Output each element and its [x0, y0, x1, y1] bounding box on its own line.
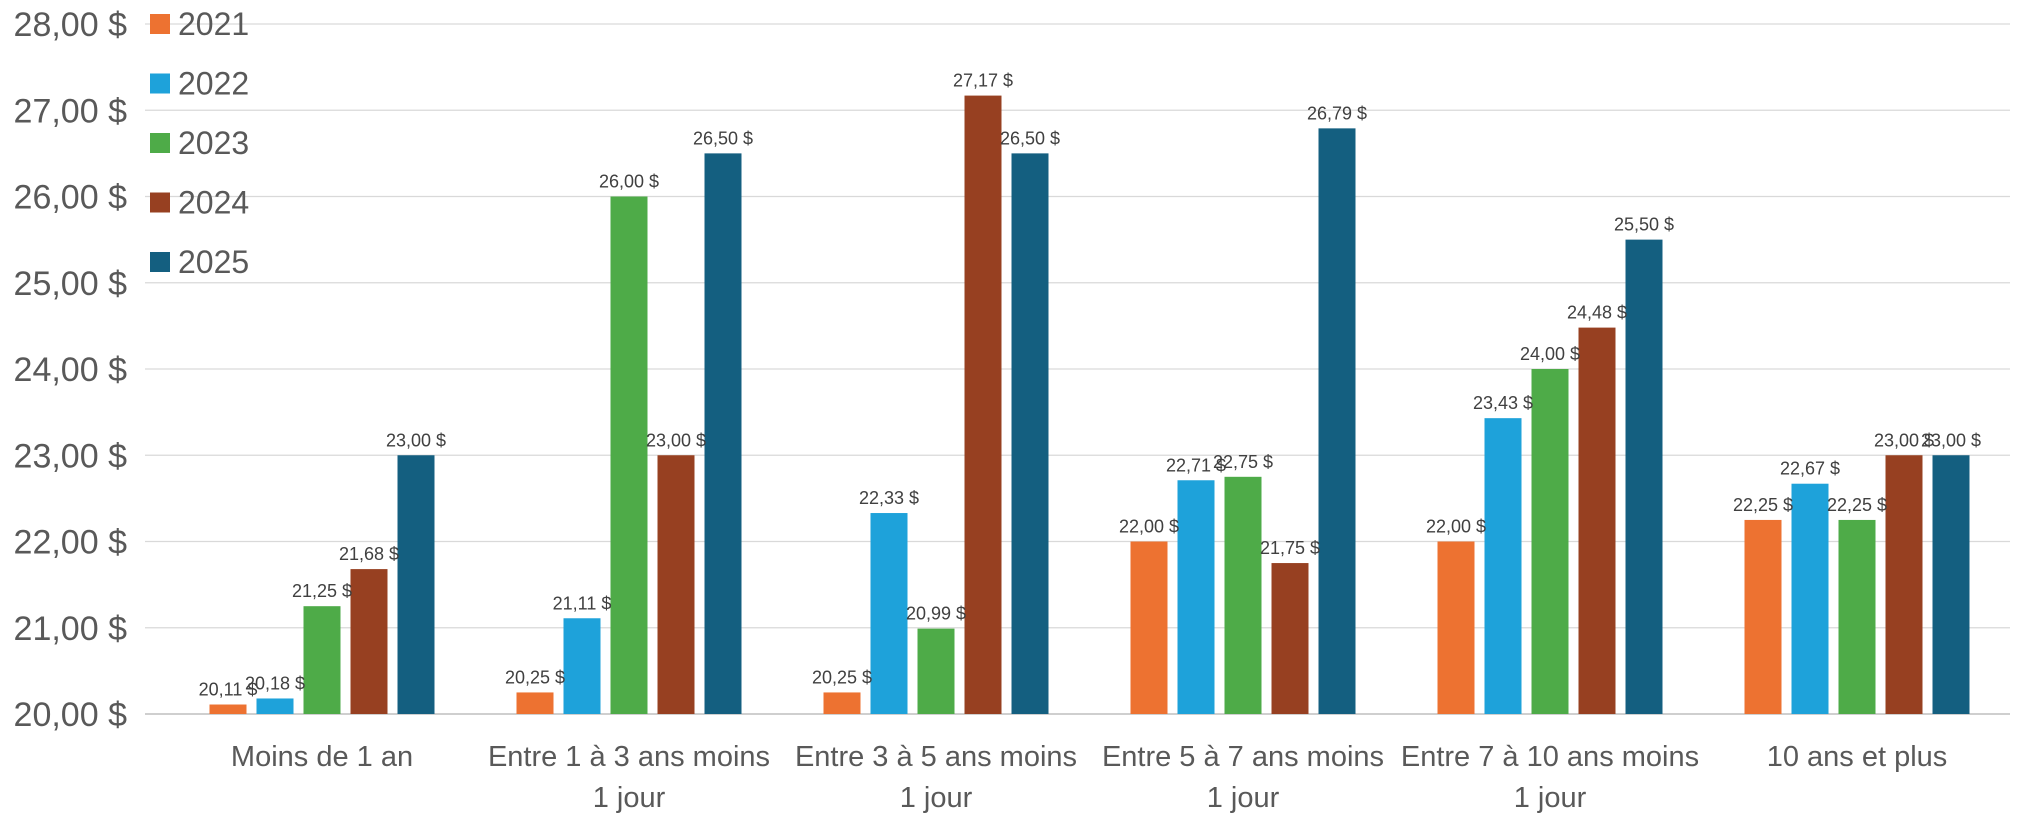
bar-2021-3 — [1130, 541, 1168, 714]
legend-label-2023: 2023 — [178, 125, 249, 161]
y-tick-label: 27,00 $ — [14, 92, 128, 130]
data-label: 23,43 $ — [1473, 393, 1533, 413]
bar-2025-5 — [1932, 455, 1970, 714]
data-label: 21,25 $ — [292, 581, 352, 601]
y-tick-label: 20,00 $ — [14, 696, 128, 734]
bar-2021-5 — [1744, 519, 1782, 714]
data-label: 23,00 $ — [1921, 430, 1981, 450]
data-label: 20,25 $ — [812, 667, 872, 687]
legend-swatch-2022 — [150, 73, 170, 94]
x-axis-category-labels: Moins de 1 an Entre 1 à 3 ans moins 1 jour… — [231, 741, 1947, 814]
data-label: 20,99 $ — [906, 604, 966, 624]
x-category-label: Entre 5 à 7 ans moins — [1102, 741, 1384, 773]
bar-2025-2 — [1011, 153, 1049, 714]
bar-2022-0 — [256, 698, 294, 714]
bar-2022-2 — [870, 513, 908, 714]
bar-2024-3 — [1271, 563, 1309, 714]
bar-2024-0 — [350, 569, 388, 714]
bar-2023-4 — [1531, 369, 1569, 714]
bar-2023-2 — [917, 628, 955, 714]
bar-2021-2 — [823, 692, 861, 714]
x-category-label: 10 ans et plus — [1767, 741, 1948, 773]
x-category-label: Entre 7 à 10 ans moins — [1401, 741, 1699, 773]
legend-swatch-2023 — [150, 133, 170, 153]
data-label: 22,00 $ — [1119, 517, 1179, 537]
x-category-label: 1 jour — [593, 782, 666, 814]
data-label: 22,00 $ — [1426, 517, 1486, 537]
x-category-label: Entre 1 à 3 ans moins — [488, 741, 770, 773]
data-label: 23,00 $ — [646, 430, 706, 450]
legend-swatch-2024 — [150, 192, 170, 213]
x-category-label: 1 jour — [1514, 782, 1587, 814]
legend-label-2022: 2022 — [178, 66, 249, 102]
data-label: 24,48 $ — [1567, 303, 1627, 323]
data-label: 22,75 $ — [1213, 452, 1273, 472]
data-label: 21,75 $ — [1260, 538, 1320, 558]
data-label: 20,18 $ — [245, 673, 305, 693]
y-tick-label: 24,00 $ — [14, 351, 128, 389]
data-labels: 20,11 $ 20,25 $ 20,25 $ 22,00 $ 22,00 $ 22,25… — [199, 71, 1981, 700]
bars — [209, 95, 1970, 715]
bar-2021-1 — [516, 692, 554, 714]
y-axis-tick-labels: 20,00 $ 21,00 $ 22,00 $ 23,00 $ 24,00 $ 25,00… — [14, 6, 128, 734]
bar-2024-5 — [1885, 455, 1923, 714]
bar-2024-4 — [1578, 327, 1616, 714]
bar-2022-5 — [1791, 483, 1829, 714]
x-category-label: Entre 3 à 5 ans moins — [795, 741, 1077, 773]
legend-label-2025: 2025 — [178, 244, 249, 280]
y-tick-label: 23,00 $ — [14, 437, 128, 475]
data-label: 26,79 $ — [1307, 103, 1367, 123]
y-tick-label: 26,00 $ — [14, 179, 128, 217]
bar-2024-2 — [964, 95, 1002, 714]
bar-2022-4 — [1484, 418, 1522, 714]
data-label: 22,25 $ — [1827, 495, 1887, 515]
data-label: 21,68 $ — [339, 544, 399, 564]
data-label: 26,50 $ — [693, 128, 753, 148]
data-label: 20,11 $ — [199, 680, 258, 700]
bar-2022-3 — [1177, 480, 1215, 714]
bar-2023-0 — [303, 606, 341, 714]
x-category-label: 1 jour — [900, 782, 973, 814]
bar-2025-1 — [704, 153, 742, 714]
y-tick-label: 28,00 $ — [14, 6, 128, 44]
data-label: 23,00 $ — [1874, 430, 1934, 450]
data-label: 22,71 $ — [1166, 455, 1226, 475]
y-tick-label: 25,00 $ — [14, 265, 128, 303]
data-label: 22,67 $ — [1780, 459, 1840, 479]
data-label: 22,33 $ — [859, 488, 919, 508]
legend-label-2024: 2024 — [178, 185, 249, 221]
data-label: 23,00 $ — [386, 430, 446, 450]
bar-2025-3 — [1318, 128, 1356, 715]
data-label: 26,50 $ — [1000, 128, 1060, 148]
data-label: 20,25 $ — [505, 667, 565, 687]
bar-2023-3 — [1224, 476, 1262, 714]
x-category-label: Moins de 1 an — [231, 741, 413, 773]
bar-2025-0 — [397, 455, 435, 714]
legend-label-2021: 2021 — [178, 6, 249, 42]
data-label: 26,00 $ — [599, 172, 659, 192]
bar-2022-1 — [563, 618, 601, 714]
bar-2024-1 — [657, 455, 695, 714]
bar-2021-0 — [209, 704, 247, 714]
bar-2025-4 — [1625, 239, 1663, 714]
data-label: 21,11 $ — [553, 593, 612, 613]
legend-swatch-2021 — [150, 14, 170, 34]
data-label: 25,50 $ — [1614, 215, 1674, 235]
data-label: 24,00 $ — [1520, 344, 1580, 364]
x-category-label: 1 jour — [1207, 782, 1280, 814]
legend-swatch-2025 — [150, 252, 170, 272]
legend: 2021 2022 2023 2024 2025 — [150, 6, 249, 280]
y-tick-label: 22,00 $ — [14, 524, 128, 562]
bar-2021-4 — [1437, 541, 1475, 714]
bar-2023-5 — [1838, 519, 1876, 714]
data-label: 22,25 $ — [1733, 495, 1793, 515]
gridlines — [145, 23, 2010, 715]
data-label: 27,17 $ — [953, 71, 1013, 91]
y-tick-label: 21,00 $ — [14, 610, 128, 648]
bar-2023-1 — [610, 196, 648, 714]
